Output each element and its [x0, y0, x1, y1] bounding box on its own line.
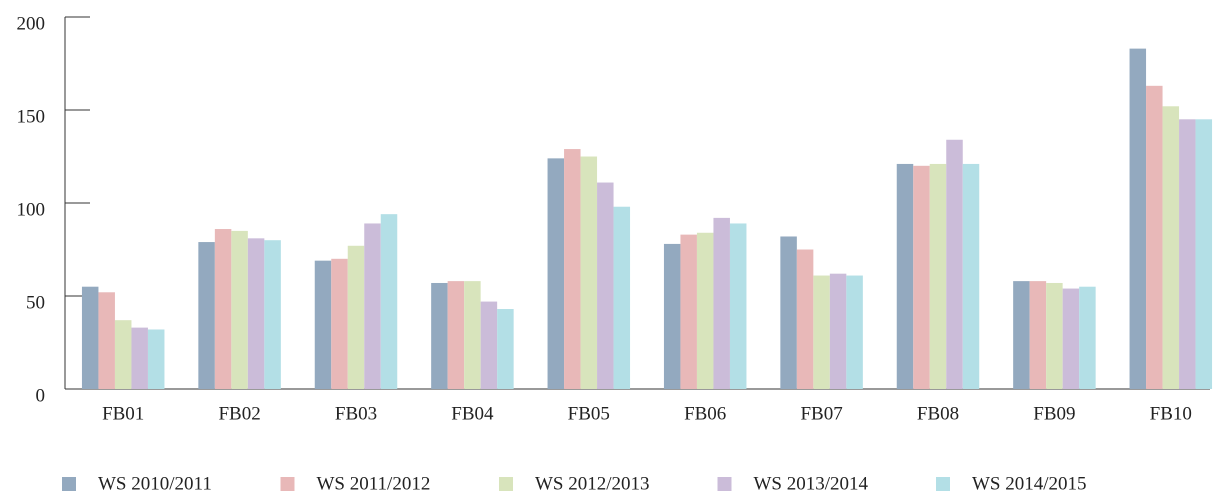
legend-label: WS 2010/2011 [98, 473, 212, 492]
bar [846, 275, 863, 389]
legend-label: WS 2012/2013 [535, 473, 650, 492]
legend-swatch [936, 477, 950, 491]
bar [364, 223, 381, 389]
bar [913, 165, 930, 389]
bar [547, 158, 565, 389]
bar [1079, 286, 1096, 389]
bar [447, 281, 465, 389]
x-tick-label: FB09 [1033, 403, 1075, 424]
y-tick-label: 150 [17, 106, 46, 127]
legend-label: WS 2011/2012 [317, 473, 431, 492]
y-tick-label: 200 [17, 13, 46, 34]
bar [613, 206, 631, 389]
bar [713, 217, 730, 389]
legend-swatch [717, 477, 732, 491]
x-tick-label: FB08 [917, 403, 959, 424]
legend-swatch [499, 477, 513, 491]
bar [1062, 288, 1080, 389]
bar [780, 236, 797, 389]
legend-label: WS 2014/2015 [972, 473, 1087, 492]
x-tick-label: FB05 [568, 403, 610, 424]
bar [564, 149, 581, 389]
bar [231, 230, 248, 389]
x-tick-label: FB02 [218, 403, 260, 424]
bar [114, 320, 132, 389]
bar [597, 182, 614, 389]
bar [314, 260, 332, 389]
legend-label: WS 2013/2014 [754, 473, 869, 492]
bar [497, 309, 514, 389]
bar [946, 139, 963, 389]
bar [813, 275, 830, 389]
bar [696, 232, 714, 389]
x-tick-label: FB07 [800, 403, 842, 424]
bar [247, 238, 265, 389]
bar [131, 327, 148, 389]
bar [480, 301, 498, 389]
bar [1029, 281, 1047, 389]
bar [680, 234, 697, 389]
bar [431, 282, 448, 389]
x-tick-label: FB06 [684, 403, 726, 424]
bar [580, 156, 598, 389]
bar [1195, 119, 1213, 390]
bar [1013, 281, 1030, 389]
bar [962, 163, 980, 389]
bar [663, 243, 681, 389]
x-tick-label: FB01 [102, 403, 144, 424]
y-tick-label: 0 [36, 385, 46, 406]
legend-swatch [280, 477, 295, 491]
bar [729, 223, 747, 389]
bar [1162, 106, 1180, 389]
bar [147, 329, 165, 389]
bar [1146, 85, 1163, 389]
bar [380, 214, 398, 389]
bar [896, 163, 914, 389]
x-tick-label: FB03 [335, 403, 377, 424]
bar [1179, 119, 1196, 390]
y-tick-label: 50 [26, 292, 45, 313]
x-tick-label: FB10 [1150, 403, 1192, 424]
x-tick-label: FB04 [451, 403, 494, 424]
bar [1129, 48, 1147, 390]
bar [796, 249, 814, 389]
bar [331, 258, 348, 389]
bar [829, 273, 847, 389]
bar [1046, 282, 1063, 389]
bar [347, 245, 365, 389]
bar [929, 163, 947, 389]
bar [98, 292, 115, 389]
y-tick-label: 100 [17, 199, 46, 220]
legend-swatch [62, 477, 76, 491]
bar [264, 240, 281, 389]
bar [214, 229, 232, 389]
bar [198, 242, 215, 389]
bar [464, 281, 481, 389]
bar [81, 286, 99, 389]
